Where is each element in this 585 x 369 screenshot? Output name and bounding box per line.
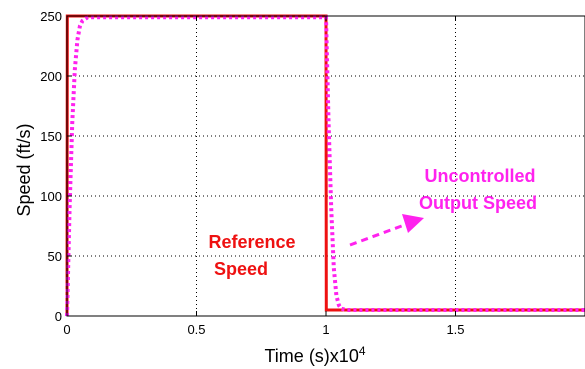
annotation-reference-speed: Reference Speed (208, 232, 295, 279)
y-tick-label: 150 (40, 129, 62, 144)
x-tick-label: 0.5 (187, 322, 205, 337)
tick-layer: 0 0.5 1 1.5 0 50 100 150 200 250 (40, 9, 464, 337)
y-tick-label: 200 (40, 69, 62, 84)
annotation-uncontrolled-line1: Uncontrolled (425, 166, 536, 186)
annotation-arrowhead (402, 214, 424, 233)
y-tick-label: 50 (48, 249, 62, 264)
annotation-reference-line1: Reference (208, 232, 295, 252)
x-tick-label: 1.5 (446, 322, 464, 337)
annotation-arrow-shaft (349, 222, 408, 247)
x-tick-label: 0 (63, 322, 70, 337)
y-axis-label: Speed (ft/s) (14, 123, 34, 216)
x-axis-label-exponent: 4 (359, 344, 366, 358)
annotation-reference-line2: Speed (214, 259, 268, 279)
y-tick-label: 0 (55, 309, 62, 324)
x-tick-label: 1 (322, 322, 329, 337)
x-axis-label-base: Time (s)x10 (264, 346, 358, 366)
annotation-arrow (349, 214, 424, 247)
y-tick-label: 100 (40, 189, 62, 204)
y-tick-label: 250 (40, 9, 62, 24)
x-axis-label: Time (s)x104 (264, 344, 365, 366)
annotation-uncontrolled-line2: Output Speed (419, 193, 537, 213)
annotation-uncontrolled-output: Uncontrolled Output Speed (419, 166, 537, 213)
